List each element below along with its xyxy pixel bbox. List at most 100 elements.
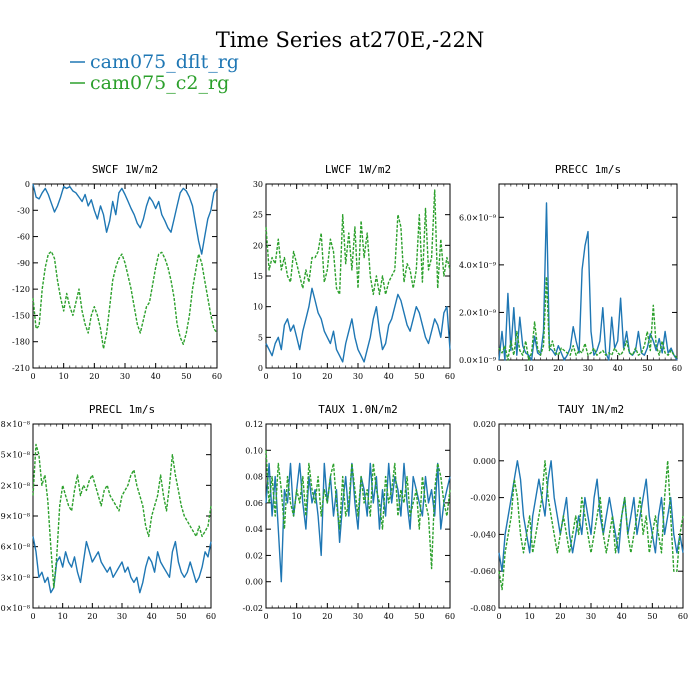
y-tick-label: 20 — [253, 241, 263, 250]
figure-title: Time Series at270E,-22N — [216, 28, 484, 52]
y-tick-label: 0.04 — [245, 525, 263, 534]
y-tick-label: -0.060 — [470, 567, 496, 576]
x-tick-label: 10 — [524, 364, 534, 373]
panel-title: PRECL 1m/s — [89, 403, 155, 416]
series-line-2 — [498, 460, 684, 591]
x-tick-label: 20 — [322, 372, 332, 381]
series-line-2 — [32, 443, 212, 589]
y-tick-label: 0.10 — [245, 446, 263, 455]
y-tick-label: 5 — [258, 333, 263, 342]
y-tick-label: .3×10⁻⁸ — [0, 573, 30, 582]
y-tick-label: -180 — [12, 338, 30, 347]
series-line-1 — [498, 202, 678, 361]
panel-title: LWCF 1W/m2 — [325, 163, 391, 176]
y-tick-label: 0.02 — [245, 551, 263, 560]
x-tick-label: 20 — [553, 364, 563, 373]
series-line-1 — [32, 536, 212, 594]
x-tick-label: 40 — [384, 612, 394, 621]
y-tick-label: 25 — [253, 211, 263, 220]
y-tick-label: -30 — [17, 206, 30, 215]
x-tick-label: 50 — [414, 372, 424, 381]
x-tick-label: 40 — [151, 372, 161, 381]
y-tick-label: 10 — [253, 303, 263, 312]
panel-1: SWCF 1W/m2 0 10 20 30 40 50 60 0 -30 -60 -90 -120 -15… — [12, 163, 222, 381]
series-line-1 — [265, 462, 451, 583]
panels: SWCF 1W/m20 10 20 30 40 50 600-30-60-90-120-15… — [0, 163, 688, 621]
panel-5: TAUX 1.0N/m2 0 10 20 30 40 50 60 -0.02 0.00 0.02 0.… — [242, 403, 455, 621]
x-tick-label: 30 — [583, 364, 593, 373]
series-line-1 — [265, 287, 451, 363]
x-tick-label: 40 — [613, 364, 623, 373]
y-tick-label: 6.0×10⁻⁹ — [459, 213, 497, 222]
y-tick-label: 0.0×10⁻⁹ — [459, 356, 497, 365]
y-tick-label: -0.020 — [470, 494, 496, 503]
y-tick-label: -150 — [12, 311, 30, 320]
series-line-2 — [265, 189, 451, 296]
series-line-2 — [32, 250, 218, 350]
x-tick-label: 0 — [263, 372, 268, 381]
x-tick-label: 20 — [555, 612, 565, 621]
y-tick-label: -0.080 — [470, 604, 496, 613]
x-tick-label: 0 — [496, 612, 501, 621]
x-tick-label: 30 — [120, 372, 130, 381]
y-tick-label: .5×10⁻⁸ — [0, 451, 30, 460]
x-tick-label: 40 — [617, 612, 627, 621]
x-tick-label: 40 — [384, 372, 394, 381]
y-tick-label: 0 — [258, 364, 263, 373]
x-tick-label: 60 — [206, 612, 216, 621]
panel-title: TAUX 1.0N/m2 — [318, 403, 397, 416]
y-tick-label: 0.06 — [245, 499, 263, 508]
y-tick-label: 15 — [253, 272, 263, 281]
x-tick-label: 50 — [176, 612, 186, 621]
legend-label-1: cam075_dflt_rg — [90, 51, 239, 73]
y-tick-label: 0.00 — [245, 578, 263, 587]
x-tick-label: 30 — [353, 372, 363, 381]
y-tick-label: 4.0×10⁻⁹ — [459, 261, 497, 270]
y-tick-label: 0.000 — [473, 457, 496, 466]
x-tick-label: 0 — [496, 364, 501, 373]
series-line-2 — [265, 450, 451, 570]
y-tick-label: -210 — [12, 364, 30, 373]
x-tick-label: 40 — [147, 612, 157, 621]
x-tick-label: 50 — [181, 372, 191, 381]
y-tick-label: 0 — [25, 180, 30, 189]
panel-6: TAUY 1N/m2 0 10 20 30 40 50 60 -0.080 -0.060 -0.04… — [470, 403, 688, 621]
x-tick-label: 60 — [445, 372, 455, 381]
x-tick-label: 30 — [586, 612, 596, 621]
y-tick-label: .8×10⁻⁸ — [0, 420, 30, 429]
y-tick-label: 30 — [253, 180, 263, 189]
panel-3: PRECC 1m/s 0 10 20 30 40 50 60 0.0×10⁻⁹ 2.0×10⁻⁹ 4… — [459, 163, 682, 373]
x-tick-label: 10 — [58, 612, 68, 621]
x-tick-label: 60 — [212, 372, 222, 381]
series-line-1 — [32, 183, 218, 255]
x-tick-label: 60 — [445, 612, 455, 621]
x-tick-label: 50 — [647, 612, 657, 621]
panel-2: LWCF 1W/m2 0 10 20 30 40 50 60 0 5 10 15 20 25 30 — [253, 163, 455, 381]
x-tick-label: 10 — [525, 612, 535, 621]
panel-title: TAUY 1N/m2 — [558, 403, 624, 416]
x-tick-label: 10 — [59, 372, 69, 381]
x-tick-label: 20 — [87, 612, 97, 621]
y-tick-label: .9×10⁻⁸ — [0, 512, 30, 521]
y-tick-label: -60 — [17, 233, 30, 242]
legend-label-2: cam075_c2_rg — [90, 72, 229, 94]
x-tick-label: 20 — [89, 372, 99, 381]
x-tick-label: 30 — [117, 612, 127, 621]
x-tick-label: 60 — [672, 364, 682, 373]
x-tick-label: 50 — [642, 364, 652, 373]
y-tick-label: -120 — [12, 285, 30, 294]
x-tick-label: 50 — [414, 612, 424, 621]
x-tick-label: 0 — [263, 612, 268, 621]
y-tick-label: .0×10⁻⁸ — [0, 604, 30, 613]
x-tick-label: 10 — [292, 612, 302, 621]
series-line-1 — [498, 460, 684, 572]
x-tick-label: 60 — [678, 612, 688, 621]
series-line-2 — [498, 276, 678, 361]
y-tick-label: .2×10⁻⁸ — [0, 481, 30, 490]
x-tick-label: 0 — [30, 612, 35, 621]
y-tick-label: 0.12 — [245, 420, 263, 429]
panel-title: SWCF 1W/m2 — [92, 163, 158, 176]
x-tick-label: 10 — [292, 372, 302, 381]
x-tick-label: 0 — [30, 372, 35, 381]
